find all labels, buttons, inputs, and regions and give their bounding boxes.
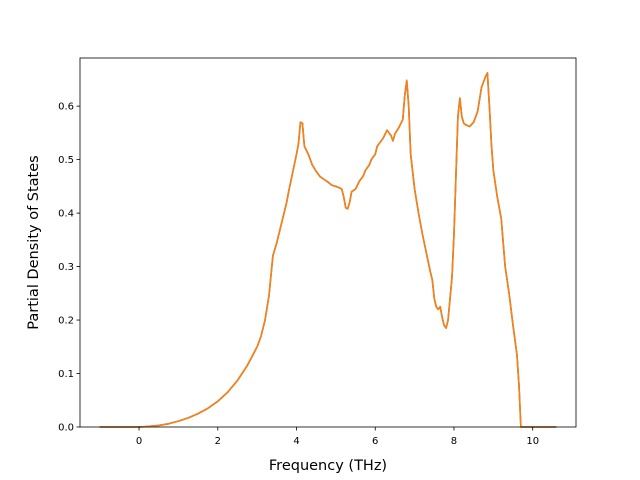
x-tick-label: 4 — [293, 436, 299, 447]
y-tick-label: 0.6 — [58, 102, 74, 113]
x-tick-label: 10 — [526, 436, 539, 447]
y-tick-label: 0.1 — [58, 369, 74, 380]
y-tick-label: 0.4 — [58, 209, 74, 220]
series-layer — [99, 72, 557, 428]
x-tick-label: 6 — [372, 436, 378, 447]
y-tick-label: 0.3 — [58, 262, 74, 273]
x-axis-label: Frequency (THz) — [269, 458, 387, 474]
y-tick-label: 0.2 — [58, 316, 74, 327]
ticks-layer: 0 2 4 6 8 10 0.0 0.1 0.2 0.3 0.4 0.5 0.6 — [58, 102, 539, 447]
x-tick-label: 2 — [215, 436, 221, 447]
plot-frame — [79, 57, 577, 428]
series-line-2 — [99, 72, 557, 428]
y-tick-label: 0.0 — [58, 423, 74, 434]
y-axis-label: Partial Density of States — [26, 155, 42, 329]
x-tick-label: 8 — [451, 436, 457, 447]
x-tick-label: 0 — [136, 436, 142, 447]
y-tick-label: 0.5 — [58, 155, 74, 166]
